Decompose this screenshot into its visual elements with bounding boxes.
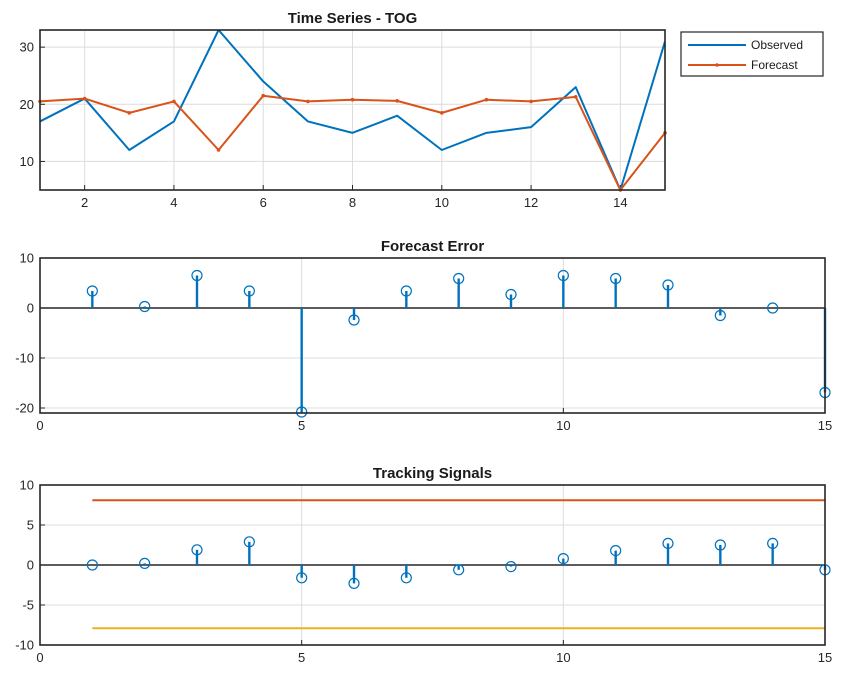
forecast-point [395, 99, 399, 103]
y-tick-label: 0 [27, 558, 34, 573]
forecast-point [216, 148, 221, 152]
forecast-point [350, 97, 355, 102]
legend-label: Forecast [751, 58, 798, 72]
stem-marker [610, 272, 622, 285]
y-tick-label: -10 [15, 638, 34, 653]
x-tick-label: 12 [524, 195, 538, 210]
x-tick-label: 15 [818, 418, 832, 433]
axes-frame [39, 257, 826, 414]
y-tick-label: -5 [22, 598, 34, 613]
y-tick-label: -10 [15, 351, 34, 366]
stem-marker [557, 552, 569, 565]
stem-marker [662, 279, 674, 291]
stem-marker [400, 285, 412, 297]
forecast-point [172, 99, 176, 104]
y-tick-label: 10 [20, 478, 34, 493]
legend-marker [715, 63, 719, 67]
legend: Observed Forecast [680, 31, 824, 77]
x-tick-label: 15 [818, 650, 832, 665]
x-tick-label: 5 [298, 418, 305, 433]
chart-title: Time Series - TOG [288, 10, 418, 27]
stem-marker [86, 285, 98, 297]
x-tick-label: 6 [260, 195, 267, 210]
x-tick-label: 4 [170, 195, 177, 210]
x-tick-label: 10 [556, 650, 570, 665]
stem-marker [191, 269, 203, 282]
axes-frame [39, 29, 666, 191]
legend-label: Observed [751, 38, 803, 52]
stem-marker [714, 309, 726, 322]
y-tick-label: -20 [15, 401, 34, 416]
stem-marker [662, 537, 674, 550]
y-tick-label: 20 [20, 97, 34, 112]
stem-marker [505, 560, 517, 573]
y-tick-label: 5 [27, 518, 34, 533]
stem-marker [243, 536, 255, 548]
plot-area [40, 258, 825, 413]
stem-marker [400, 572, 412, 584]
stem-marker [505, 288, 517, 301]
x-tick-label: 8 [349, 195, 356, 210]
legend-box [680, 31, 824, 77]
stem-marker [453, 272, 465, 285]
x-tick-label: 0 [36, 418, 43, 433]
tracking-signals-panel: 0 5 10 15 10 5 0 -5 -10 Tracking Signals [15, 465, 832, 665]
y-tick-label: 10 [20, 251, 34, 266]
x-tick-label: 0 [36, 650, 43, 665]
forecast-point [261, 93, 266, 98]
forecast-error-panel: 0 5 10 15 10 0 -10 -20 Forecast Error [15, 238, 832, 433]
x-tick-label: 10 [556, 418, 570, 433]
stem-marker [557, 269, 569, 282]
forecast-point [82, 96, 87, 101]
x-tick-label: 14 [613, 195, 627, 210]
y-tick-label: 10 [20, 154, 34, 169]
stem-marker [348, 577, 360, 590]
axes-frame [39, 484, 826, 646]
stem-marker [139, 300, 151, 313]
forecast-point [127, 111, 132, 115]
forecast-point [529, 99, 533, 104]
x-tick-label: 5 [298, 650, 305, 665]
stem-marker [348, 314, 360, 326]
stem-marker [86, 559, 98, 571]
stem-marker [453, 564, 465, 576]
forecast-point [484, 97, 489, 102]
stem-marker [191, 544, 203, 556]
stem-marker [296, 572, 308, 584]
stem-marker [767, 302, 779, 314]
forecast-point [439, 111, 444, 115]
time-series-panel: 2 4 6 8 10 12 14 10 20 30 Time Series - TOG Observe… [20, 10, 824, 210]
stem-marker [296, 406, 308, 418]
forecast-point [306, 99, 310, 104]
stem-marker [139, 557, 151, 570]
stem-marker [610, 544, 622, 557]
x-tick-label: 2 [81, 195, 88, 210]
forecast-point [573, 95, 578, 99]
stem-marker [714, 539, 726, 551]
y-tick-label: 30 [20, 40, 34, 55]
stem-marker [767, 537, 779, 550]
chart-title: Forecast Error [381, 238, 485, 255]
chart-title: Tracking Signals [373, 465, 492, 482]
y-tick-label: 0 [27, 301, 34, 316]
x-tick-label: 10 [435, 195, 449, 210]
stem-marker [243, 285, 255, 297]
observed-line [40, 30, 665, 190]
